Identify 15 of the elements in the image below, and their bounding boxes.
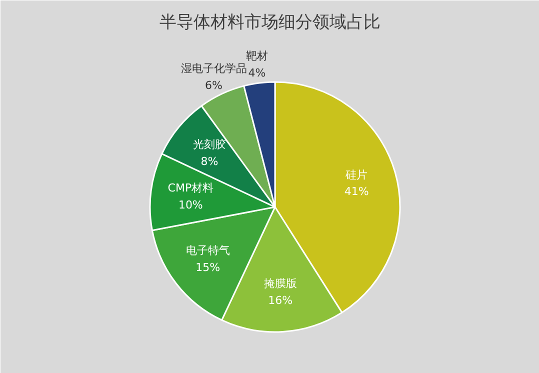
data-label: 8% (200, 154, 218, 168)
slice-label: 电子特气 (186, 244, 230, 258)
slice-label: 靶材 (246, 49, 268, 62)
data-label: 10% (178, 198, 203, 212)
slice-label: CMP材料 (168, 181, 214, 194)
data-label: 6% (205, 78, 223, 92)
slice-label: 掩膜版 (264, 276, 297, 290)
data-label: 15% (196, 261, 220, 274)
slice-label: 硅片 (344, 168, 368, 182)
data-label: 41% (344, 185, 369, 198)
data-label: 4% (248, 66, 266, 80)
slice-label: 光刻胶 (193, 138, 226, 151)
chart-title: 半导体材料市场细分领域占比 (160, 12, 380, 32)
data-label: 16% (268, 294, 293, 307)
slice-label: 湿电子化学品 (180, 62, 247, 75)
